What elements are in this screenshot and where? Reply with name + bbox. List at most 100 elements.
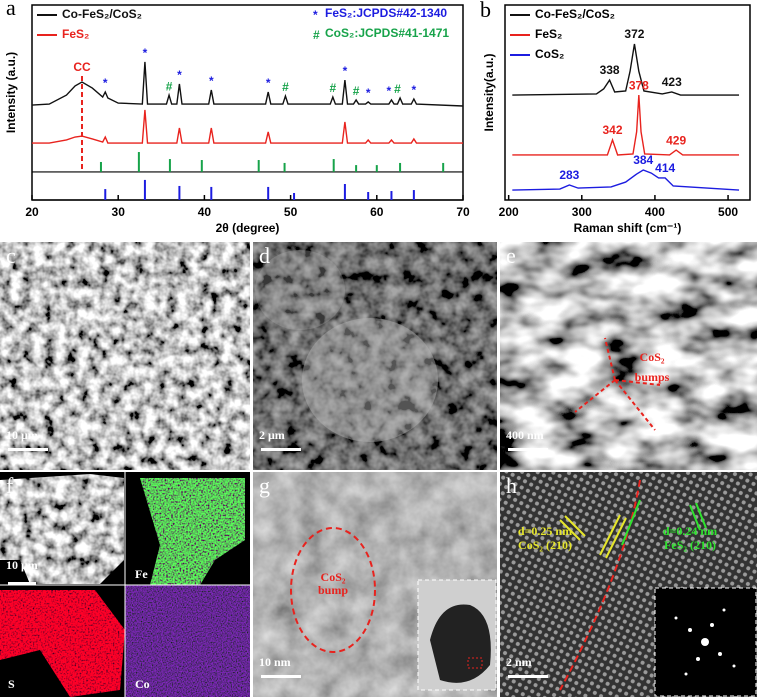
legend-label: CoS₂:JCPDS#41-1471	[325, 26, 449, 40]
scale-bar	[8, 582, 36, 585]
annotation: bumps	[635, 370, 670, 384]
peak-marker: *	[209, 74, 214, 88]
x-tick-label: 300	[572, 205, 592, 219]
peak-marker: #	[394, 82, 401, 96]
sem-image	[500, 242, 757, 470]
map-label: Co	[135, 677, 150, 691]
panel-f	[0, 472, 250, 697]
scale-bar	[508, 448, 548, 451]
panel-h	[500, 472, 757, 697]
legend-label: FeS₂	[62, 27, 89, 41]
peak-marker: *	[343, 64, 348, 78]
inset-particle	[430, 604, 491, 683]
scale-bar-label: 10 nm	[259, 655, 291, 669]
x-axis-label: Raman shift (cm⁻¹)	[574, 221, 682, 235]
panel-label: e	[506, 243, 516, 268]
peak-label: 342	[602, 123, 622, 137]
legend-label: FeS₂	[535, 27, 562, 41]
peak-marker: *	[366, 86, 371, 100]
co-map	[125, 585, 250, 697]
peak-label: 283	[559, 168, 579, 182]
fft-spots	[674, 608, 736, 676]
x-axis-label: 2θ (degree)	[216, 221, 280, 235]
peak-label: 338	[600, 63, 620, 77]
x-tick-label: 20	[25, 205, 39, 219]
map-label: S	[8, 677, 15, 691]
scale-bar-label: 10 μm	[6, 558, 38, 572]
peak-marker: #	[282, 80, 289, 94]
series-line	[31, 61, 464, 107]
map-label: Fe	[135, 567, 148, 581]
x-tick-label: 200	[499, 205, 519, 219]
peak-marker: #	[353, 84, 360, 98]
series-line	[512, 43, 740, 96]
scale-bar-label: 2 μm	[259, 428, 285, 442]
legend-label: FeS₂:JCPDS#42-1340	[325, 6, 447, 20]
series-line	[512, 169, 740, 191]
lattice-label: d=0.24 nm	[663, 524, 717, 538]
panel-label: d	[259, 243, 270, 268]
panel-label: g	[259, 473, 270, 498]
legend-symbol: #	[313, 28, 320, 42]
panel-label: f	[6, 473, 14, 498]
legend-label: CoS₂	[535, 47, 564, 61]
legend-label: Co-FeS₂/CoS₂	[62, 7, 142, 21]
scale-bar-label: 400 nm	[506, 428, 544, 442]
x-tick-label: 70	[456, 205, 470, 219]
lattice-label: CoS₂ (210)	[518, 538, 572, 552]
x-tick-label: 40	[198, 205, 212, 219]
plot-frame	[504, 4, 751, 201]
y-axis-label: Intensity(a.u.)	[482, 53, 496, 131]
x-tick-label: 400	[645, 205, 665, 219]
annotation: bump	[318, 583, 348, 597]
y-axis-label: Intensity (a.u.)	[4, 52, 18, 133]
panel-label: c	[6, 243, 16, 268]
x-tick-label: 50	[284, 205, 298, 219]
microsphere	[302, 318, 438, 442]
panel-label: a	[6, 0, 16, 20]
scale-bar	[508, 675, 548, 678]
lattice-label: FeS₂ (210)	[664, 538, 716, 552]
bump-outline	[290, 527, 376, 653]
sem-image	[0, 242, 250, 470]
peak-marker: *	[412, 83, 417, 97]
peak-label: 372	[624, 27, 644, 41]
legend-symbol: *	[313, 8, 318, 22]
peak-marker: *	[103, 76, 108, 90]
peak-label: 423	[662, 75, 682, 89]
peak-marker: #	[166, 79, 173, 93]
peak-marker: *	[387, 84, 392, 98]
shade	[253, 242, 497, 470]
series-line	[512, 95, 740, 156]
microsphere	[255, 250, 345, 330]
panel-g	[253, 472, 497, 697]
peak-marker: #	[329, 81, 336, 95]
panel-e	[500, 242, 757, 470]
x-tick-label: 60	[370, 205, 384, 219]
annotation: CoS₂	[321, 570, 346, 584]
scale-bar	[261, 448, 301, 451]
peak-marker: *	[143, 46, 148, 60]
peak-marker: *	[266, 76, 271, 90]
scale-bar	[261, 675, 301, 678]
peak-label: 378	[629, 78, 649, 92]
panel-label: h	[506, 473, 517, 498]
fringes	[559, 514, 627, 559]
annotation: CC	[73, 60, 91, 74]
scale-bar	[8, 448, 48, 451]
peak-marker: *	[177, 68, 182, 82]
peak-label: 384	[633, 153, 653, 167]
peak-label: 429	[666, 133, 686, 147]
scale-bar-label: 10 μm	[6, 428, 38, 442]
dividers	[0, 472, 250, 697]
panel-c	[0, 242, 250, 470]
scale-bar-label: 2 nm	[506, 655, 532, 669]
peak-label: 414	[655, 161, 675, 175]
x-tick-label: 500	[718, 205, 738, 219]
lattice-label: d=0.25 nm	[518, 524, 572, 538]
panel-d	[253, 242, 497, 470]
legend-label: Co-FeS₂/CoS₂	[535, 7, 615, 21]
fringes	[621, 499, 707, 546]
interface	[559, 479, 641, 691]
